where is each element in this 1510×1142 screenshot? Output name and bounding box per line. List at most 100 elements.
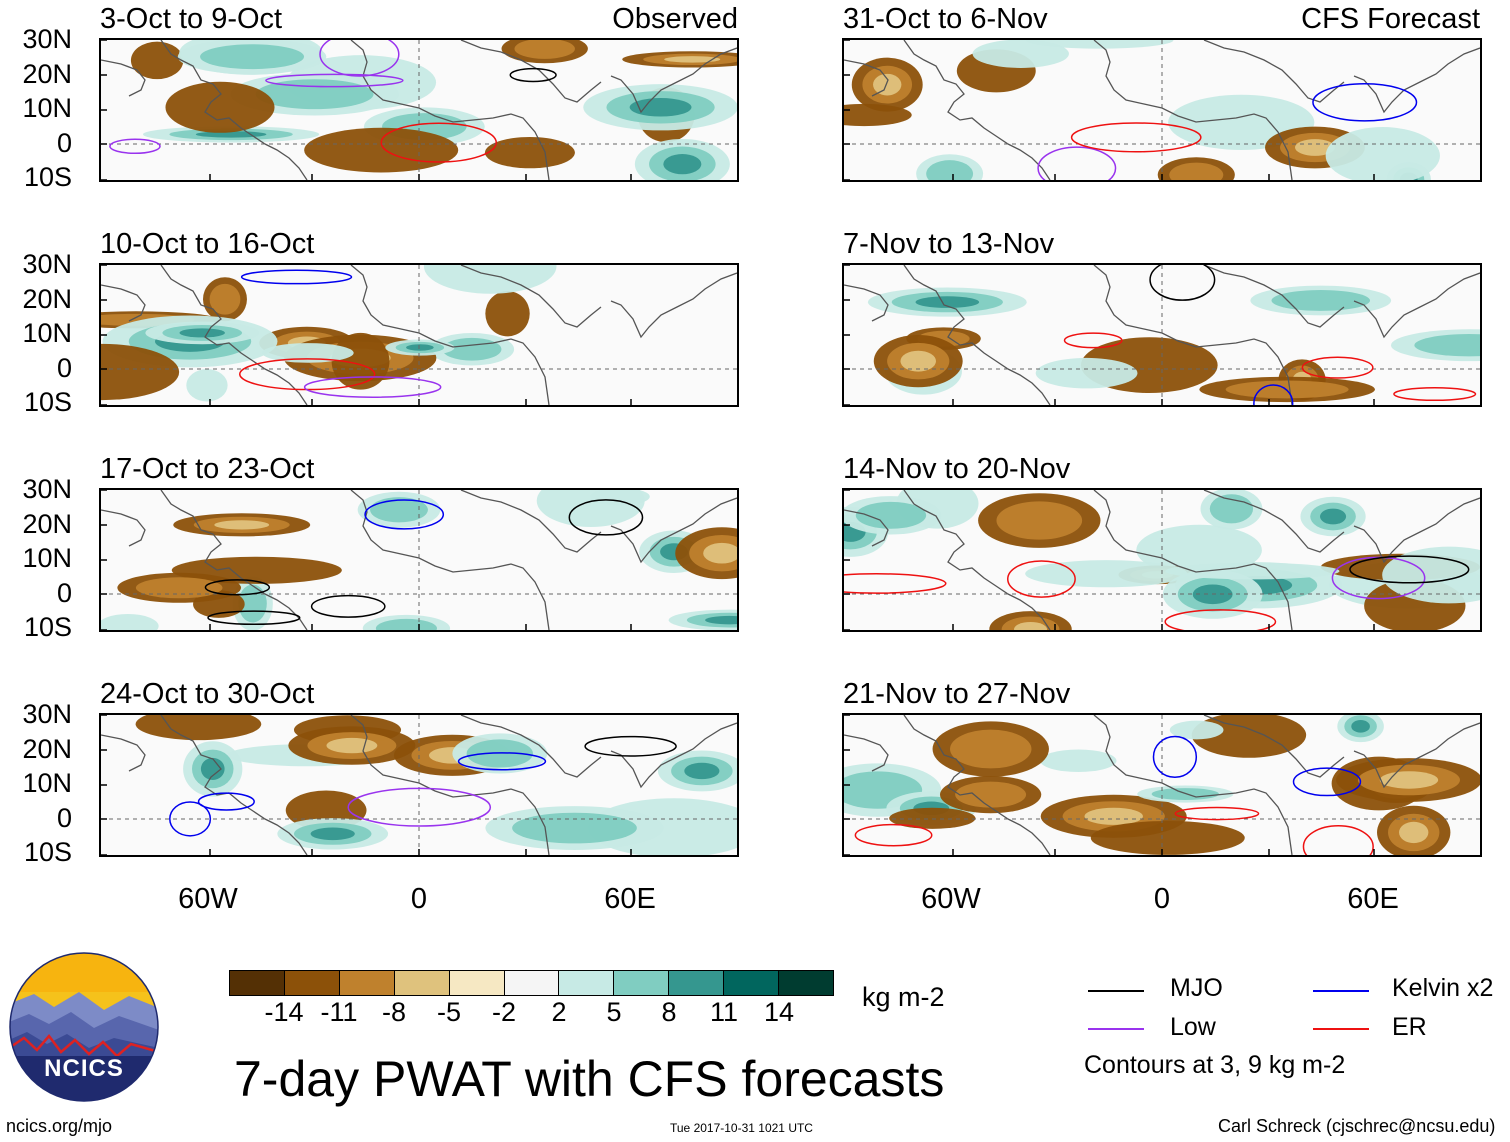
lat-label-row4-1: 20N (22, 733, 72, 764)
wave-contour (310, 594, 386, 618)
main-title: 7-day PWAT with CFS forecasts (234, 1051, 945, 1107)
pwat-anomaly-blob (512, 812, 637, 844)
pwat-anomaly-blob (1295, 139, 1335, 156)
coastline (101, 490, 737, 630)
pwat-anomaly-blob (326, 737, 378, 754)
panel-title-left-2: 10-Oct to 16-Oct (100, 228, 315, 260)
pwat-anomaly-blob (873, 73, 902, 96)
wave-contour (1174, 806, 1260, 821)
pwat-anomaly-blob (1035, 357, 1138, 389)
pwat-anomaly-blob (844, 103, 912, 127)
colorbar-tick-label-1: -11 (320, 997, 358, 1027)
pwat-anomaly-blob (179, 328, 225, 338)
map-graphic (101, 265, 737, 405)
pwat-anomaly-blob (370, 497, 428, 523)
wave-contour (844, 573, 947, 594)
pwat-anomaly-blob (996, 501, 1083, 540)
pwat-anomaly-blob (915, 296, 980, 308)
wave-contour (364, 499, 445, 530)
map-graphic (101, 40, 737, 180)
wave-contour (584, 735, 677, 757)
lat-label-row1-0: 30N (22, 24, 72, 54)
wave-contour (207, 610, 301, 626)
colorbar-swatch-6 (558, 971, 614, 995)
map-graphic (101, 715, 737, 855)
pwat-anomaly-blob (484, 136, 575, 169)
lat-label-row1-1: 20N (22, 58, 72, 89)
colorbar (229, 970, 834, 996)
observed-label: Observed (612, 3, 738, 35)
panel-title-right-3: 14-Nov to 20-Nov (843, 453, 1071, 485)
pwat-anomaly-blob (304, 127, 459, 173)
wave-contour (109, 138, 161, 155)
wave-contour (1302, 824, 1374, 855)
colorbar-swatch-1 (283, 971, 339, 995)
wave-contour (1152, 735, 1198, 778)
wave-contour (197, 792, 255, 811)
wave-contour (204, 579, 271, 596)
pwat-anomaly-blob (926, 160, 974, 180)
colorbar-swatch-10 (778, 971, 833, 995)
pwat-anomaly-blob (165, 81, 275, 133)
colorbar-tick-label-9: 14 (763, 997, 795, 1027)
pwat-anomaly-blob (514, 40, 575, 59)
wave-contour (1292, 767, 1362, 797)
wave-contour (1007, 560, 1076, 598)
pwat-anomaly-blob (310, 827, 355, 841)
lon-label-left-60w: 60W (178, 883, 238, 915)
pwat-anomaly-blob (1271, 290, 1371, 311)
pwat-anomaly-blob (955, 781, 1027, 808)
pwat-anomaly-blob (629, 98, 692, 117)
wave-contour (1253, 384, 1294, 405)
wave-contour (1164, 609, 1277, 630)
colorbar-swatch-2 (338, 971, 394, 995)
pwat-anomaly-blob (423, 265, 557, 294)
pwat-anomaly-blob (1169, 720, 1224, 740)
wave-contour (169, 801, 212, 837)
colorbar-tick-label-2: -8 (381, 997, 406, 1027)
colorbar-tick-label-3: -5 (436, 997, 461, 1027)
colorbar-swatch-0 (230, 971, 284, 995)
lat-label-row3-1: 20N (22, 508, 72, 539)
wave-contour (303, 376, 442, 399)
pwat-anomaly-blob (900, 350, 937, 372)
coastline (101, 40, 737, 180)
pwat-anomaly-blob (135, 715, 262, 741)
lat-label-row3-2: 10N (22, 543, 72, 573)
wave-contour (265, 73, 404, 88)
lat-label-row4-0: 30N (22, 699, 72, 729)
pwat-anomaly-blob (1136, 524, 1262, 576)
map-panel-left-4 (99, 713, 739, 857)
pwat-anomaly-blob (1325, 127, 1440, 180)
pwat-anomaly-blob (705, 615, 737, 625)
lon-label-right-0: 0 (1153, 883, 1171, 915)
wave-contour (854, 823, 933, 847)
pwat-anomaly-blob (262, 343, 354, 363)
wave-contour (457, 752, 547, 771)
coastline (101, 265, 737, 405)
pwat-anomaly-blob (214, 520, 270, 530)
wave-contour (1037, 146, 1117, 180)
lat-label-row2-2: 10N (22, 318, 72, 348)
coastline (844, 715, 1480, 855)
pwat-anomaly-blob (1014, 621, 1048, 630)
pwat-anomaly-blob (1084, 807, 1143, 825)
wave-contour (509, 67, 557, 83)
panel-title-right-2: 7-Nov to 13-Nov (843, 228, 1055, 260)
pwat-anomaly-blob (1379, 771, 1439, 789)
lat-label-row3-0: 30N (22, 474, 72, 504)
map-panel-right-2 (842, 263, 1482, 407)
pwat-anomaly-blob (200, 757, 225, 780)
map-panel-left-2 (99, 263, 739, 407)
legend-line-kelvin (1313, 990, 1369, 992)
pwat-anomaly-blob (200, 44, 305, 70)
pwat-anomaly-blob (703, 542, 737, 564)
wave-contour (1070, 122, 1202, 153)
colorbar-tick-label-6: 5 (606, 997, 622, 1027)
pwat-anomaly-blob (1165, 562, 1340, 580)
wave-contour (240, 269, 353, 285)
lat-label-row4-4: 10S (23, 837, 72, 867)
lat-label-row2-1: 20N (22, 283, 72, 314)
pwat-anomaly-blob (186, 369, 228, 402)
footer-credit: Carl Schreck (cjschrec@ncsu.edu) (1218, 1116, 1496, 1136)
